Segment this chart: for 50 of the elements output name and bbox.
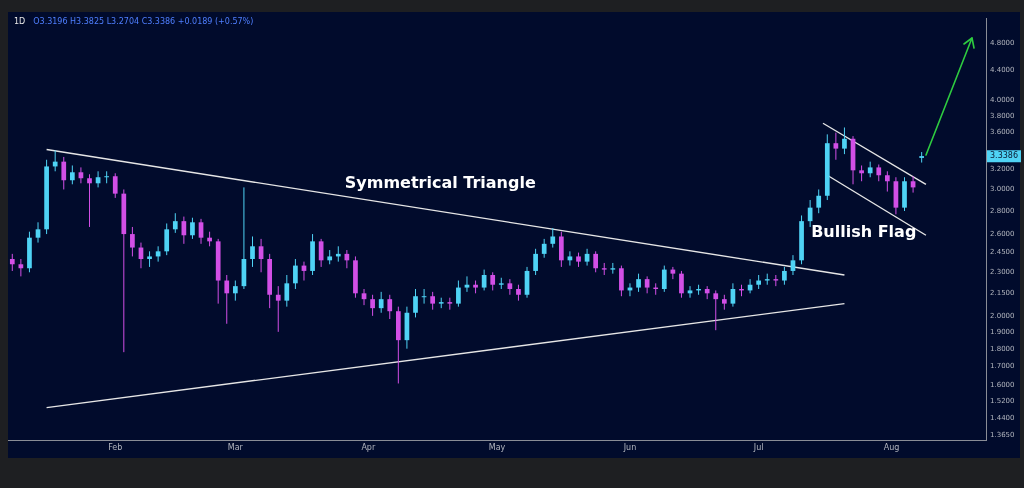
candlestick [490,271,496,291]
candlestick [378,291,384,314]
candlestick [104,170,110,184]
annotation: 3.3386 [990,151,1018,161]
candlestick [250,235,255,268]
x-tick-label: Jun [622,442,637,452]
x-tick-label: Jul [752,442,764,452]
candlestick [112,172,118,199]
x-tick-label: Feb [108,442,123,452]
candlestick [232,280,238,302]
candlestick [370,294,375,317]
candlestick [284,274,290,308]
annotation: Bullish Flag [811,222,917,242]
candlestick [833,132,839,161]
candlestick [541,238,547,259]
candlestick [679,270,684,299]
candlestick [190,217,195,240]
candlestick [387,294,393,320]
x-tick-label: Mar [227,442,244,452]
candlestick [713,289,719,331]
candlestick [884,170,890,193]
x-tick-label: Aug [883,442,900,452]
candlestick [550,227,556,249]
candlestick [558,231,564,268]
candlestick [619,265,624,297]
chart-subtitle: O3.3196 H3.3825 L3.2704 C3.3386 +0.0189 (+0.57%) [33,17,254,27]
candlestick [293,258,298,290]
candlestick [636,273,641,293]
candlestick [61,156,67,190]
candlestick [464,275,470,293]
candlestick [533,248,538,276]
candlestick [816,188,822,214]
candlestick [130,226,135,257]
annotation: Symmetrical Triangle [344,173,536,192]
candlestick [224,274,230,325]
x-tick-label: Apr [361,442,376,452]
candlestick [35,221,41,244]
candlestick [456,280,461,308]
candlestick [413,288,418,318]
candlestick [69,164,75,185]
chart-title: 1D [14,17,26,27]
candlestick [593,250,599,273]
x-tick-label: May [488,442,506,452]
candlestick [164,222,170,256]
candlestick [172,212,178,234]
candlestick [275,285,281,333]
candlestick [661,265,667,293]
candlestick [87,173,92,228]
candlestick [644,275,650,294]
candlestick [842,126,847,155]
